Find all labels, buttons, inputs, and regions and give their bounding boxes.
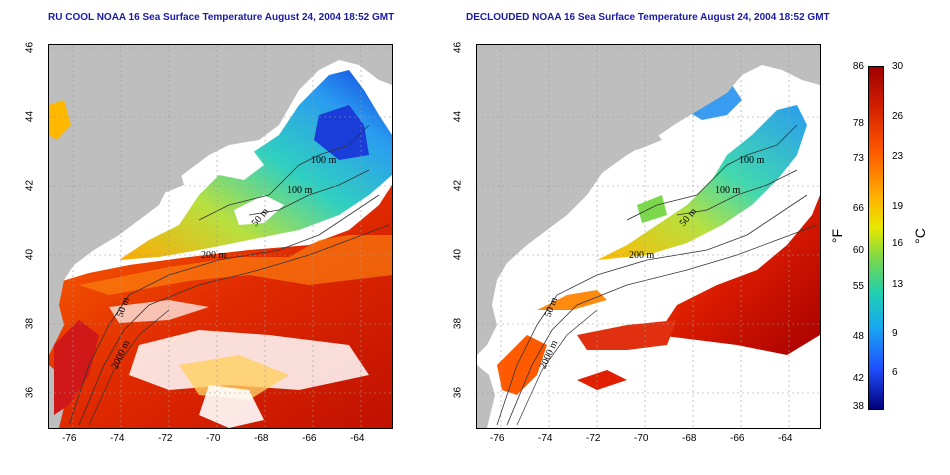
- celsius-tick: 16: [892, 238, 904, 249]
- right-map-graphic: 100 m 100 m 50 m 200 m 50 m 2000 m: [477, 45, 820, 428]
- contour-label: 100 m: [739, 155, 765, 166]
- x-tick: -72: [158, 433, 173, 444]
- fahrenheit-unit: °F: [829, 228, 846, 244]
- x-tick: -70: [634, 433, 649, 444]
- y-tick: 36: [452, 386, 464, 399]
- celsius-unit: °C: [911, 228, 928, 244]
- celsius-tick: 19: [892, 201, 904, 212]
- fahrenheit-tick: 78: [852, 118, 864, 129]
- fahrenheit-tick: 48: [852, 331, 864, 342]
- x-tick: -76: [490, 433, 505, 444]
- celsius-tick: 9: [892, 328, 898, 339]
- y-tick: 46: [24, 41, 36, 54]
- x-tick: -74: [538, 433, 553, 444]
- left-map-title: RU COOL NOAA 16 Sea Surface Temperature …: [48, 12, 395, 23]
- celsius-tick: 30: [892, 61, 904, 72]
- y-tick: 40: [24, 248, 36, 261]
- fahrenheit-tick: 60: [852, 245, 864, 256]
- x-tick: -70: [206, 433, 221, 444]
- right-sst-map: 100 m 100 m 50 m 200 m 50 m 2000 m: [476, 44, 821, 429]
- x-tick: -72: [586, 433, 601, 444]
- y-tick: 44: [452, 110, 464, 123]
- fahrenheit-tick: 66: [852, 203, 864, 214]
- x-tick: -68: [682, 433, 697, 444]
- celsius-tick: 6: [892, 367, 898, 378]
- fahrenheit-tick: 55: [852, 281, 864, 292]
- contour-label: 100 m: [287, 185, 313, 196]
- right-map-title: DECLOUDED NOAA 16 Sea Surface Temperatur…: [466, 12, 830, 23]
- x-tick: -76: [62, 433, 77, 444]
- fahrenheit-tick: 73: [852, 153, 864, 164]
- contour-line: [496, 194, 808, 426]
- y-tick: 38: [24, 317, 36, 330]
- x-tick: -64: [350, 433, 365, 444]
- y-tick: 46: [452, 41, 464, 54]
- y-tick: 36: [24, 386, 36, 399]
- y-tick: 44: [24, 110, 36, 123]
- celsius-tick: 26: [892, 111, 904, 122]
- fahrenheit-tick: 86: [852, 61, 864, 72]
- x-tick: -74: [110, 433, 125, 444]
- contour-label: 200 m: [629, 250, 655, 261]
- left-map-graphic: 100 m 100 m 50 m 200 m 50 m 2000 m: [49, 45, 392, 428]
- land-mass: [477, 45, 820, 355]
- fahrenheit-tick: 38: [852, 401, 864, 412]
- contour-label: 100 m: [311, 155, 337, 166]
- temperature-colorbar: [868, 66, 884, 410]
- contour-label: 100 m: [715, 185, 741, 196]
- left-sst-map: 100 m 100 m 50 m 200 m 50 m 2000 m: [48, 44, 393, 429]
- warm-water-region: [657, 195, 820, 355]
- celsius-tick: 13: [892, 279, 904, 290]
- celsius-tick: 23: [892, 151, 904, 162]
- x-tick: -66: [302, 433, 317, 444]
- contour-line: [68, 194, 380, 426]
- y-tick: 38: [452, 317, 464, 330]
- x-tick: -66: [730, 433, 745, 444]
- contour-label: 200 m: [201, 250, 227, 261]
- y-tick: 42: [24, 179, 36, 192]
- x-tick: -68: [254, 433, 269, 444]
- shelf-cool-water: [597, 105, 807, 260]
- x-tick: -64: [778, 433, 793, 444]
- y-tick: 40: [452, 248, 464, 261]
- land-mass: [49, 45, 392, 355]
- fahrenheit-tick: 42: [852, 373, 864, 384]
- y-tick: 42: [452, 179, 464, 192]
